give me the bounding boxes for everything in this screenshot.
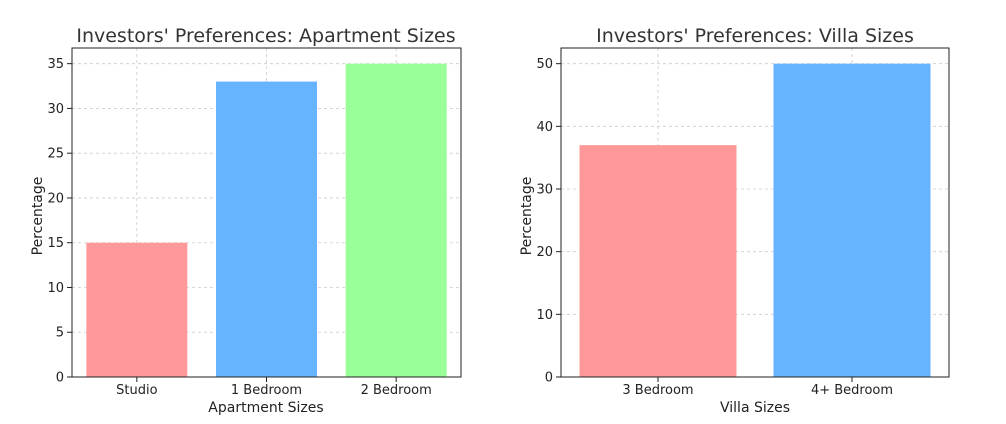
villa-sizes-chart: Investors' Preferences: Villa Sizes 0 10 2…	[519, 25, 950, 416]
x-tick-label: Studio	[116, 383, 157, 398]
y-tick-label: 10	[536, 308, 553, 323]
bar-1-bedroom	[216, 81, 317, 378]
bar-2-bedroom	[345, 63, 447, 378]
y-tick-label: 5	[56, 326, 64, 341]
apartment-sizes-chart: Investors' Preferences: Apartment Sizes …	[30, 25, 462, 416]
chart-title: Investors' Preferences: Apartment Sizes	[76, 25, 455, 47]
y-tick-label: 0	[56, 371, 64, 386]
y-tick-label: 10	[47, 281, 64, 296]
y-tick-label: 35	[47, 57, 64, 72]
x-axis-label: Villa Sizes	[720, 400, 790, 416]
bar-4-bedroom	[773, 63, 931, 378]
y-tick-label: 15	[47, 236, 64, 251]
y-tick-label: 40	[536, 120, 553, 135]
x-tick-label: 1 Bedroom	[231, 383, 302, 398]
bar-studio	[86, 242, 188, 377]
y-tick-label: 30	[47, 102, 64, 117]
y-axis-label: Percentage	[30, 177, 46, 256]
y-tick-label: 30	[536, 183, 553, 198]
x-tick-label: 3 Bedroom	[622, 383, 693, 398]
y-tick-label: 20	[47, 191, 64, 206]
x-tick-label: 2 Bedroom	[361, 383, 432, 398]
y-tick-label: 0	[545, 371, 553, 386]
plot-frame	[560, 47, 950, 378]
y-axis-label: Percentage	[519, 177, 535, 256]
bar-3-bedroom	[579, 145, 737, 377]
chart-title: Investors' Preferences: Villa Sizes	[596, 25, 914, 47]
plot-frame	[71, 47, 462, 378]
y-tick-label: 25	[47, 147, 64, 162]
y-tick-label: 50	[536, 57, 553, 72]
y-tick-label: 20	[536, 245, 553, 260]
x-axis-label: Apartment Sizes	[208, 400, 323, 416]
x-tick-label: 4+ Bedroom	[811, 383, 893, 398]
